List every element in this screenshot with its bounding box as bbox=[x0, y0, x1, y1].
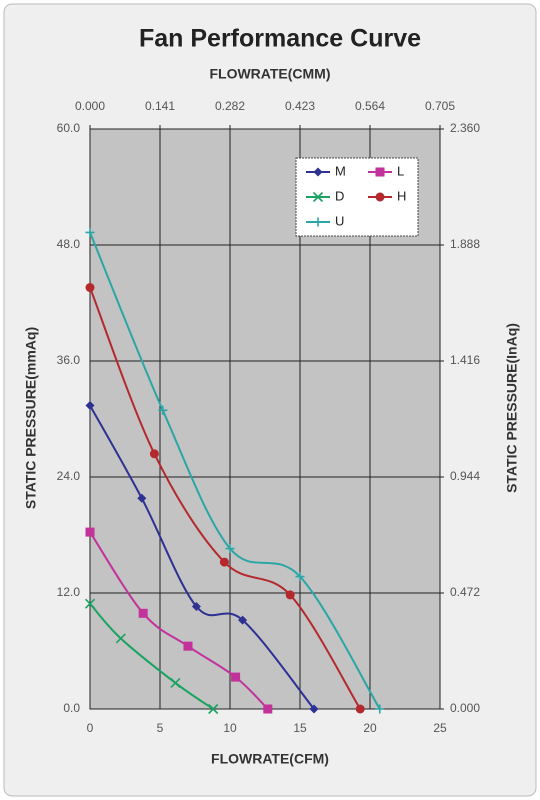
x-tick-label: 25 bbox=[433, 721, 447, 735]
marker bbox=[85, 227, 95, 237]
x2-tick-label: 0.705 bbox=[425, 99, 455, 113]
marker bbox=[115, 633, 126, 644]
marker bbox=[375, 167, 385, 177]
legend-label: M bbox=[335, 163, 346, 178]
marker bbox=[138, 608, 148, 618]
y2-tick-label: 0.944 bbox=[450, 469, 480, 483]
marker bbox=[85, 283, 95, 293]
y2-tick-label: 0.472 bbox=[450, 585, 480, 599]
marker bbox=[85, 400, 95, 410]
y-tick-label: 48.0 bbox=[57, 237, 81, 251]
marker bbox=[309, 704, 319, 714]
marker bbox=[375, 704, 385, 714]
legend-label: U bbox=[335, 213, 344, 228]
legend-label: D bbox=[335, 188, 344, 203]
y-axis-label: STATIC PRESSURE(mmAq) bbox=[23, 327, 39, 509]
marker bbox=[208, 703, 219, 715]
marker bbox=[219, 557, 229, 567]
marker bbox=[375, 192, 385, 202]
x2-tick-label: 0.000 bbox=[75, 99, 105, 113]
marker bbox=[285, 590, 295, 600]
series-line bbox=[89, 602, 214, 710]
y-tick-label: 24.0 bbox=[57, 469, 81, 483]
legend-label: H bbox=[397, 188, 406, 203]
marker bbox=[312, 191, 324, 203]
x-tick-label: 0 bbox=[87, 721, 94, 735]
marker bbox=[191, 602, 201, 612]
marker bbox=[170, 677, 181, 688]
x2-axis-label: FLOWRATE(CMM) bbox=[209, 66, 330, 82]
y-tick-label: 60.0 bbox=[57, 121, 81, 135]
marker bbox=[355, 704, 365, 714]
x-tick-label: 10 bbox=[223, 721, 237, 735]
series-line bbox=[89, 232, 381, 710]
y-tick-label: 36.0 bbox=[57, 353, 81, 367]
y-tick-label: 12.0 bbox=[57, 585, 81, 599]
y2-tick-label: 1.416 bbox=[450, 353, 480, 367]
y-tick-label: 0.0 bbox=[63, 701, 80, 715]
marker bbox=[85, 527, 95, 537]
x-tick-label: 15 bbox=[293, 721, 307, 735]
x-axis-label: FLOWRATE(CFM) bbox=[211, 751, 329, 767]
chart-title: Fan Performance Curve bbox=[139, 25, 421, 53]
marker bbox=[158, 405, 168, 415]
marker bbox=[295, 572, 305, 582]
series-line bbox=[89, 287, 362, 710]
marker bbox=[231, 672, 241, 682]
marker bbox=[225, 544, 235, 554]
marker bbox=[149, 449, 159, 459]
x2-tick-label: 0.282 bbox=[215, 99, 245, 113]
x2-tick-label: 0.564 bbox=[355, 99, 385, 113]
y2-tick-label: 2.360 bbox=[450, 121, 480, 135]
series-line bbox=[89, 404, 315, 710]
x2-tick-label: 0.423 bbox=[285, 99, 315, 113]
y2-axis-label: STATIC PRESSURE(InAq) bbox=[504, 323, 520, 493]
marker bbox=[84, 598, 96, 609]
marker bbox=[238, 615, 248, 625]
legend-label: L bbox=[397, 163, 404, 178]
x2-tick-label: 0.141 bbox=[145, 99, 175, 113]
y2-tick-label: 1.888 bbox=[450, 237, 480, 251]
marker bbox=[263, 704, 273, 714]
y2-tick-label: 0.000 bbox=[450, 701, 480, 715]
marker bbox=[183, 641, 193, 651]
marker bbox=[137, 493, 147, 503]
x-tick-label: 20 bbox=[363, 721, 377, 735]
marker bbox=[313, 217, 323, 227]
marker bbox=[313, 167, 323, 177]
x-tick-label: 5 bbox=[157, 721, 164, 735]
